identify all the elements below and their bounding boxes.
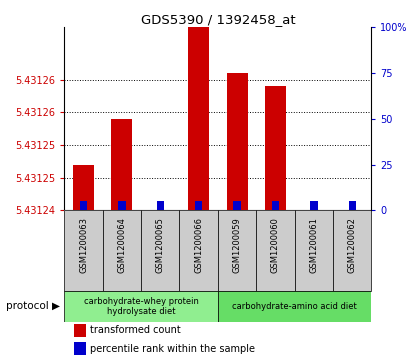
Text: GSM1200059: GSM1200059 [232, 217, 242, 273]
Text: GSM1200061: GSM1200061 [309, 217, 318, 273]
Text: GSM1200064: GSM1200064 [117, 217, 127, 273]
Bar [188, 27, 209, 211]
Bar [227, 73, 248, 211]
Text: carbohydrate-amino acid diet: carbohydrate-amino acid diet [232, 302, 357, 311]
Text: GSM1200060: GSM1200060 [271, 217, 280, 273]
Bar [118, 201, 126, 211]
Bar [272, 201, 279, 211]
Title: GDS5390 / 1392458_at: GDS5390 / 1392458_at [141, 13, 295, 26]
Bar [265, 86, 286, 211]
Bar [218, 211, 256, 291]
Bar [64, 291, 218, 322]
Bar [64, 211, 103, 291]
Bar [256, 211, 295, 291]
Bar [141, 211, 180, 291]
Text: GSM1200063: GSM1200063 [79, 217, 88, 273]
Bar [218, 291, 371, 322]
Text: transformed count: transformed count [90, 325, 181, 335]
Bar [80, 201, 87, 211]
Text: carbohydrate-whey protein
hydrolysate diet: carbohydrate-whey protein hydrolysate di… [84, 297, 198, 316]
Bar [156, 201, 164, 211]
Bar [180, 211, 218, 291]
Text: GSM1200065: GSM1200065 [156, 217, 165, 273]
Bar [310, 201, 317, 211]
Bar [73, 324, 86, 337]
Bar [150, 211, 171, 363]
Bar [103, 211, 141, 291]
Bar [111, 119, 132, 211]
Bar [342, 211, 363, 276]
Bar [73, 165, 94, 211]
Text: GSM1200066: GSM1200066 [194, 217, 203, 273]
Bar [73, 342, 86, 355]
Text: percentile rank within the sample: percentile rank within the sample [90, 344, 255, 354]
Bar [349, 201, 356, 211]
Bar [333, 211, 371, 291]
Bar [233, 201, 241, 211]
Text: protocol ▶: protocol ▶ [7, 301, 61, 311]
Bar [295, 211, 333, 291]
Text: GSM1200062: GSM1200062 [348, 217, 357, 273]
Bar [303, 211, 325, 341]
Bar [195, 201, 203, 211]
